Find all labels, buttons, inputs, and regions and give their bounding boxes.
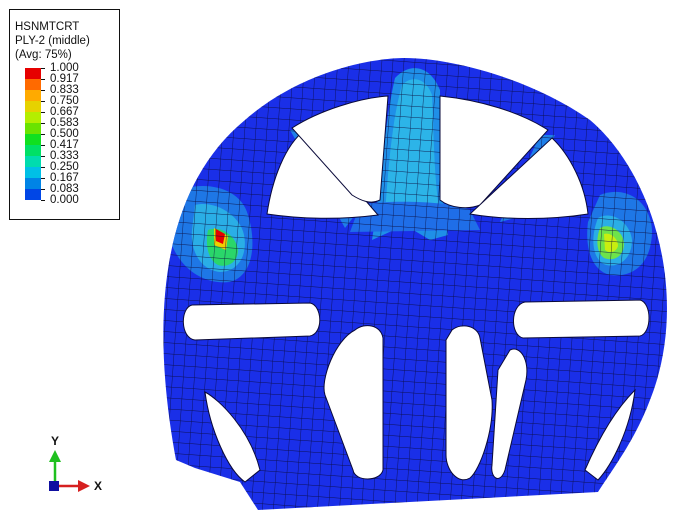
- legend-level-label: 1.000: [50, 62, 79, 74]
- legend-tick: [41, 112, 45, 113]
- legend-swatch: [25, 145, 41, 156]
- legend-level-label: 0.750: [50, 95, 79, 107]
- lower-center-slot: [445, 325, 493, 481]
- legend-swatch: [25, 68, 41, 79]
- legend-tick: [41, 134, 45, 135]
- legend-tick: [41, 167, 45, 168]
- legend-level-label: 0.417: [50, 139, 79, 151]
- legend-level-label: 0.167: [50, 172, 79, 184]
- y-arrow-icon: [49, 450, 61, 462]
- lower-right-slot: [491, 348, 528, 479]
- left-slot: [182, 302, 321, 341]
- legend-tick: [41, 145, 45, 146]
- legend-swatch: [25, 79, 41, 90]
- legend-level-label: 0.250: [50, 161, 79, 173]
- legend-swatch: [25, 156, 41, 167]
- legend-swatch: [25, 167, 41, 178]
- triad-y-label: Y: [51, 434, 60, 448]
- legend-variable: HSNMTCRT: [15, 21, 80, 33]
- coordinate-triad: [49, 450, 90, 492]
- legend-ply: PLY-2 (middle): [15, 35, 90, 47]
- lower-left-slot: [323, 325, 384, 480]
- legend-level-label: 0.333: [50, 150, 79, 162]
- legend-swatch: [25, 189, 41, 200]
- legend-level-label: 0.500: [50, 128, 79, 140]
- legend-swatch: [25, 101, 41, 112]
- legend-swatch: [25, 178, 41, 189]
- legend-level-label: 0.000: [50, 194, 79, 206]
- legend-level-label: 0.917: [50, 73, 79, 85]
- legend-tick: [41, 90, 45, 91]
- upper-right-center-window: [439, 95, 549, 209]
- bottom-left-wedge: [204, 391, 261, 483]
- legend-averaging: (Avg: 75%): [15, 49, 72, 61]
- legend-tick: [41, 123, 45, 124]
- upper-right-window: [468, 137, 589, 219]
- legend-level-label: 0.667: [50, 106, 79, 118]
- legend-tick: [41, 79, 45, 80]
- legend-level-label: 0.083: [50, 183, 79, 195]
- triad-x-label: X: [94, 479, 103, 493]
- legend-tick: [41, 156, 45, 157]
- legend-level-label: 0.583: [50, 117, 79, 129]
- x-arrow-icon: [78, 480, 90, 492]
- legend-tick: [41, 101, 45, 102]
- right-slot: [513, 299, 650, 339]
- fe-mesh-overlay: [163, 58, 667, 510]
- legend-level-label: 0.833: [50, 84, 79, 96]
- legend-swatch: [25, 112, 41, 123]
- legend-swatch: [25, 90, 41, 101]
- legend-swatch: [25, 123, 41, 134]
- legend-swatch: [25, 134, 41, 145]
- legend-tick: [41, 200, 45, 201]
- legend-tick: [41, 68, 45, 69]
- fe-model: [163, 58, 667, 510]
- cutouts: [182, 95, 650, 483]
- upper-left-center-window: [291, 95, 389, 203]
- bottom-right-wedge: [584, 388, 636, 481]
- upper-left-window: [266, 129, 379, 219]
- legend-tick: [41, 189, 45, 190]
- legend-tick: [41, 178, 45, 179]
